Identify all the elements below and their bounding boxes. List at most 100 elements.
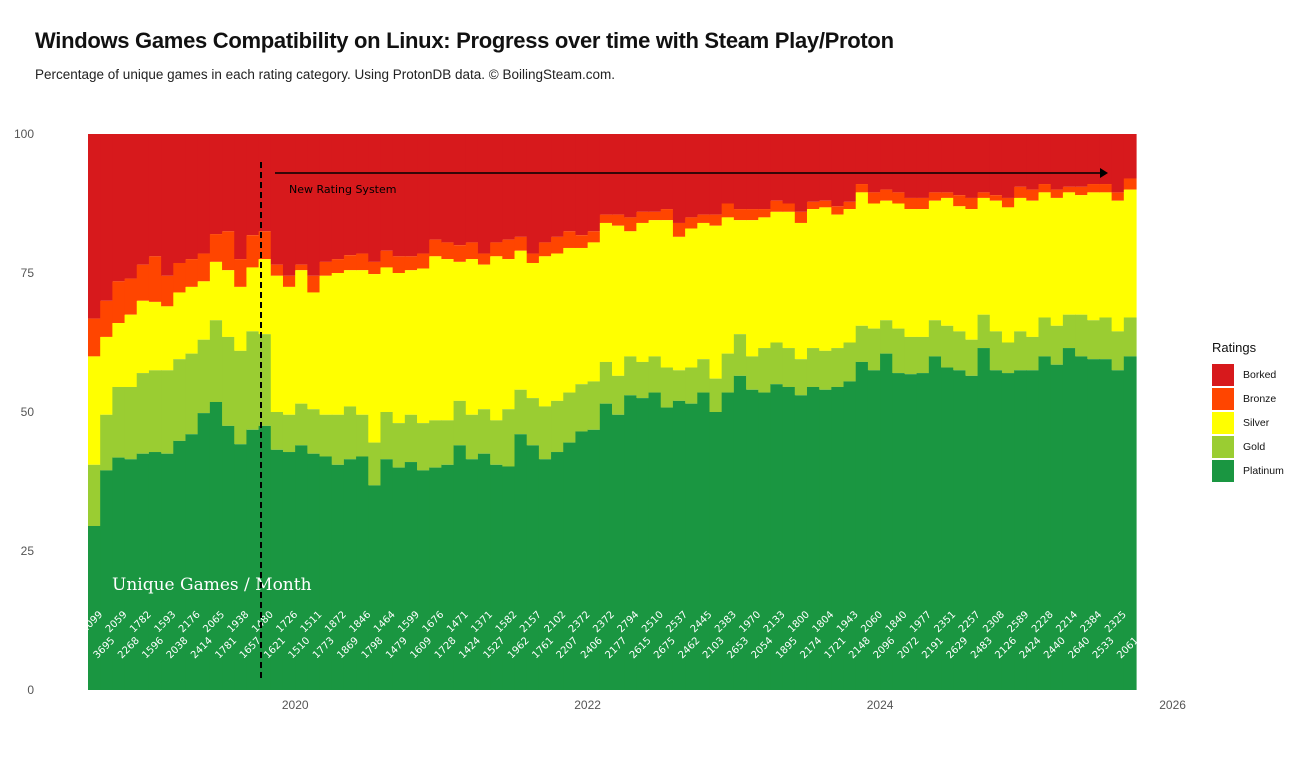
bar-borked-2019-06: [209, 134, 223, 235]
bar-bronze-2024-11: [1001, 197, 1015, 208]
bar-platinum-2022-02: [599, 403, 613, 690]
bar-silver-2025-03: [1050, 197, 1064, 326]
bar-platinum-2024-06: [941, 367, 954, 690]
bar-gold-2024-06: [941, 325, 954, 368]
bar-gold-2021-06: [502, 409, 516, 467]
bar-silver-2025-07: [1099, 192, 1113, 318]
bar-bronze-2021-05: [490, 242, 503, 257]
bar-silver-2020-08: [380, 267, 394, 412]
bar-silver-2023-12: [867, 203, 881, 329]
y-tick-75: 75: [21, 266, 35, 280]
bar-bronze-2022-12: [721, 203, 735, 218]
bar-gold-2022-02: [599, 361, 613, 404]
bar-bronze-2023-12: [867, 192, 881, 204]
bar-bronze-2024-08: [965, 197, 979, 210]
bar-bronze-2019-09: [246, 235, 260, 268]
bar-platinum-2019-02: [161, 453, 174, 690]
bar-bronze-2021-10: [551, 236, 564, 254]
bar-gold-2022-10: [697, 359, 711, 393]
bar-bronze-2020-02: [307, 275, 321, 293]
bar-borked-2021-02: [453, 134, 467, 246]
bar-borked-2021-07: [514, 134, 528, 237]
bar-gold-2022-04: [624, 356, 637, 396]
bar-bronze-2020-03: [319, 261, 333, 276]
legend-item-silver: Silver: [1212, 411, 1284, 435]
bar-silver-2019-12: [282, 286, 296, 415]
bar-gold-2021-11: [563, 392, 577, 443]
bar-gold-2022-05: [636, 361, 650, 399]
bar-platinum-2024-08: [965, 375, 979, 690]
bar-gold-2020-09: [392, 423, 406, 468]
bar-platinum-2022-03: [612, 414, 625, 690]
bar-borked-2025-04: [1062, 134, 1076, 187]
bar-silver-2024-07: [953, 206, 966, 332]
bar-gold-2023-04: [770, 342, 784, 385]
bar-borked-2024-11: [1001, 134, 1015, 198]
bar-bronze-2022-08: [672, 222, 686, 237]
bar-borked-2023-02: [746, 134, 759, 210]
bar-silver-2018-12: [136, 300, 150, 374]
bar-platinum-2019-03: [173, 440, 187, 690]
bar-platinum-2022-09: [685, 403, 698, 690]
bar-borked-2018-09: [100, 134, 113, 301]
bar-silver-2020-02: [307, 292, 321, 410]
bar-silver-2020-12: [429, 256, 442, 421]
bar-gold-2022-07: [660, 367, 674, 408]
bar-gold-2024-03: [904, 336, 918, 375]
bar-borked-2019-01: [148, 134, 162, 257]
bar-silver-2025-04: [1062, 192, 1076, 315]
bar-silver-2020-07: [368, 274, 382, 443]
bar-platinum-2021-07: [514, 434, 528, 690]
legend-item-borked: Borked: [1212, 363, 1284, 387]
bar-borked-2023-07: [806, 134, 820, 202]
bar-gold-2024-11: [1001, 342, 1015, 374]
bar-borked-2020-01: [295, 134, 308, 265]
bar-silver-2019-05: [197, 281, 211, 340]
bar-silver-2018-10: [112, 323, 126, 387]
legend-label-bronze: Bronze: [1243, 393, 1277, 405]
bar-borked-2020-10: [404, 134, 418, 257]
bar-silver-2023-11: [855, 192, 869, 326]
bar-platinum-2020-08: [380, 459, 394, 690]
bar-borked-2021-05: [490, 134, 503, 243]
bar-bronze-2021-07: [514, 236, 528, 251]
bar-gold-2025-03: [1050, 325, 1064, 365]
bar-borked-2020-12: [429, 134, 442, 240]
bar-borked-2020-05: [343, 134, 357, 256]
bar-silver-2022-11: [709, 225, 723, 379]
bar-borked-2022-03: [612, 134, 625, 215]
bar-gold-2020-11: [417, 423, 430, 471]
bar-gold-2019-01: [148, 370, 162, 453]
bar-gold-2025-06: [1087, 320, 1101, 360]
bar-borked-2023-04: [770, 134, 784, 201]
bar-gold-2022-09: [685, 367, 698, 404]
bar-bronze-2023-08: [819, 200, 832, 208]
bar-borked-2022-02: [599, 134, 613, 215]
bar-gold-2019-12: [282, 414, 296, 453]
bar-gold-2023-10: [843, 342, 857, 382]
bar-platinum-2024-01: [880, 353, 893, 690]
bar-gold-2019-07: [222, 336, 235, 426]
y-tick-50: 50: [21, 405, 35, 419]
bar-gold-2025-05: [1075, 314, 1088, 357]
bar-bronze-2024-05: [928, 192, 942, 201]
bar-silver-2018-09: [100, 336, 113, 415]
bar-silver-2021-02: [453, 261, 467, 401]
bar-gold-2019-03: [173, 359, 187, 441]
bar-bronze-2018-11: [124, 278, 138, 315]
bar-borked-2025-06: [1087, 134, 1101, 185]
bar-gold-2024-07: [953, 331, 966, 371]
bar-gold-2022-06: [648, 356, 662, 393]
bar-platinum-2022-06: [648, 392, 662, 690]
bar-platinum-2023-12: [867, 370, 881, 690]
bar-bronze-2020-01: [295, 264, 308, 271]
bar-bronze-2022-04: [624, 217, 637, 232]
bar-borked-2025-01: [1026, 134, 1040, 190]
bar-gold-2023-11: [855, 325, 869, 362]
x-tick-2024: 2024: [867, 698, 894, 712]
bar-bronze-2019-11: [270, 264, 284, 276]
bar-platinum-2021-01: [441, 464, 455, 690]
legend-label-platinum: Platinum: [1243, 465, 1284, 477]
bar-platinum-2024-11: [1001, 373, 1015, 690]
bar-borked-2020-02: [307, 134, 321, 276]
